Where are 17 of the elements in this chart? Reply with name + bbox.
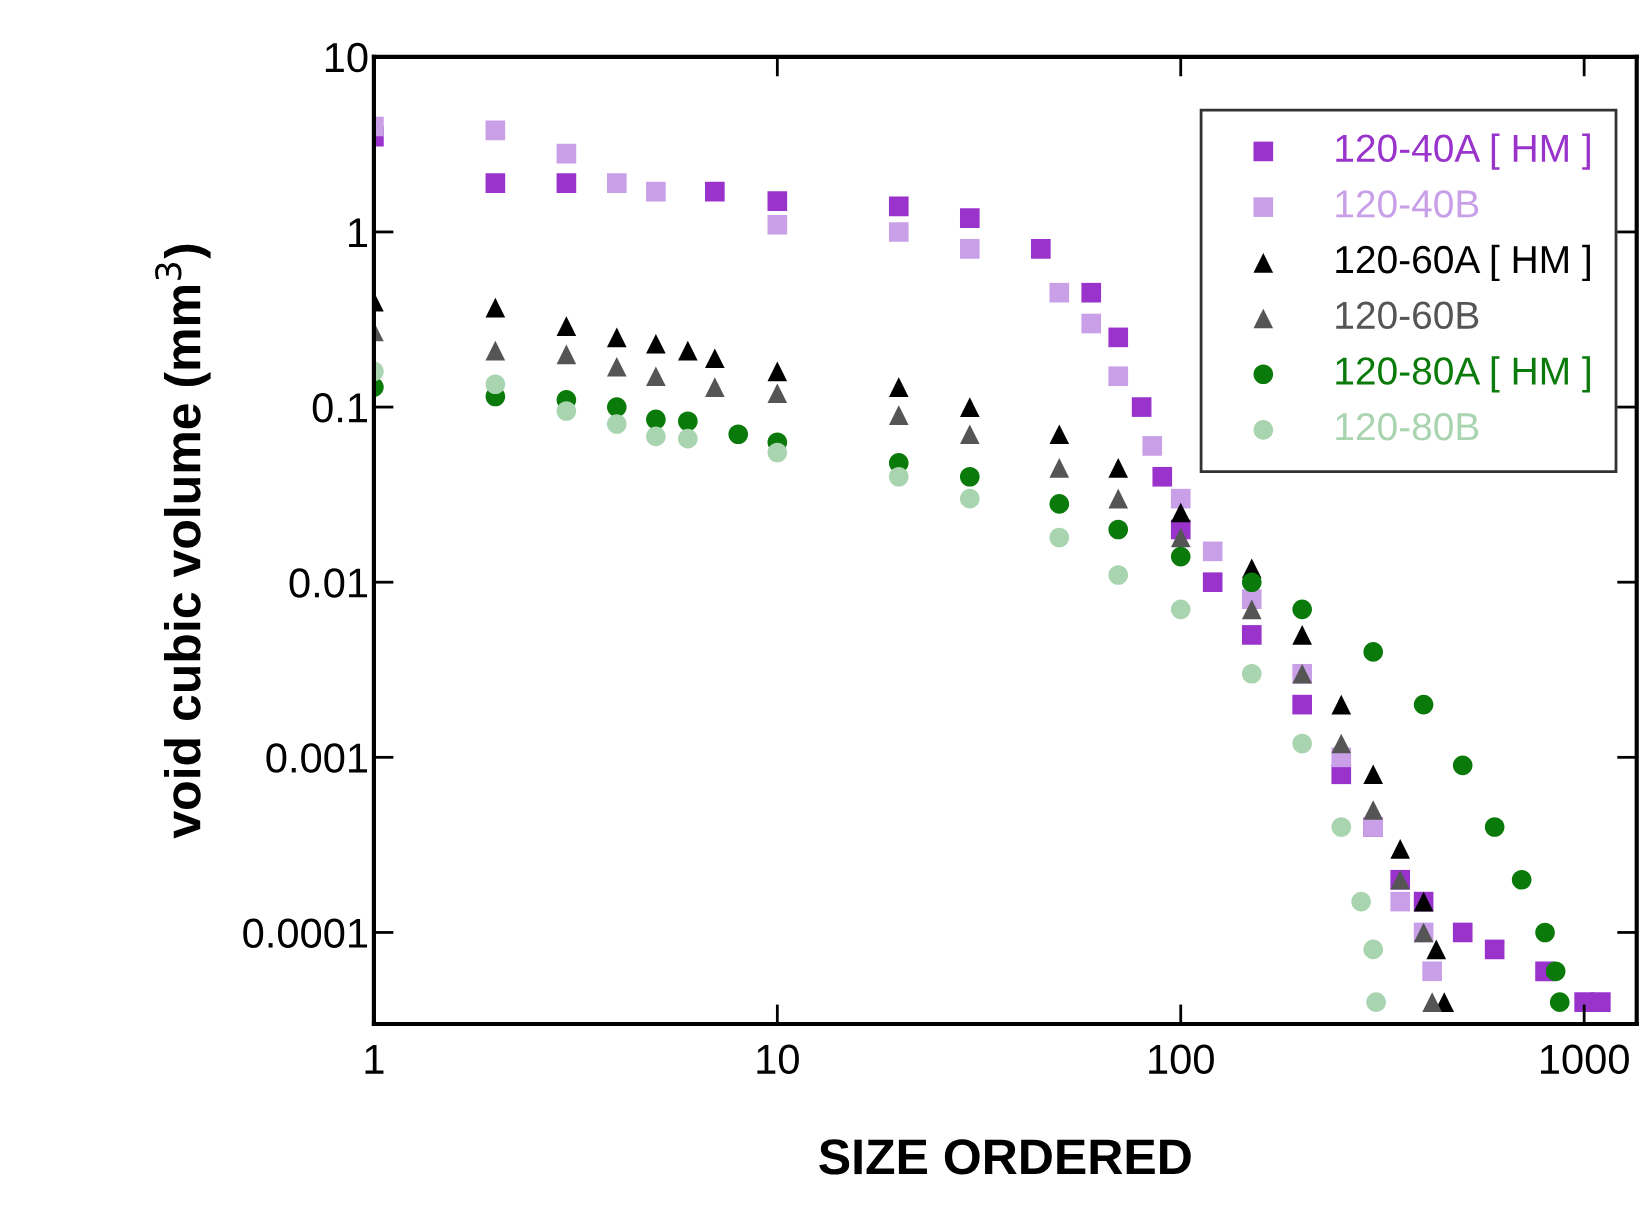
legend-label: 120-80B xyxy=(1336,412,1479,441)
x-tick-label: 10 xyxy=(757,1044,799,1075)
y-axis-title: void cubic volume (mm$^{3}$) xyxy=(155,244,211,839)
legend-label: 120-60A [ HM ] xyxy=(1336,244,1590,282)
x-tick-label: 100 xyxy=(1149,1044,1214,1075)
x-tick-label: 1000 xyxy=(1540,1044,1629,1075)
legend-label: 120-60B xyxy=(1336,301,1479,330)
y-tick-label: 0.001 xyxy=(266,743,368,773)
legend-label: 120-80A [ HM ] xyxy=(1336,356,1590,393)
y-tick-label: 10 xyxy=(325,42,368,73)
legend-label: 120-40B xyxy=(1336,190,1479,218)
y-tick-label: 0.01 xyxy=(289,568,368,598)
y-tick-label: 0.0001 xyxy=(243,918,368,948)
y-tick-label: 1 xyxy=(349,218,368,248)
x-axis-title: SIZE ORDERED xyxy=(819,1139,1191,1175)
legend-label: 120-40A [ HM ] xyxy=(1336,133,1590,170)
y-tick-label: 0.1 xyxy=(312,393,368,423)
